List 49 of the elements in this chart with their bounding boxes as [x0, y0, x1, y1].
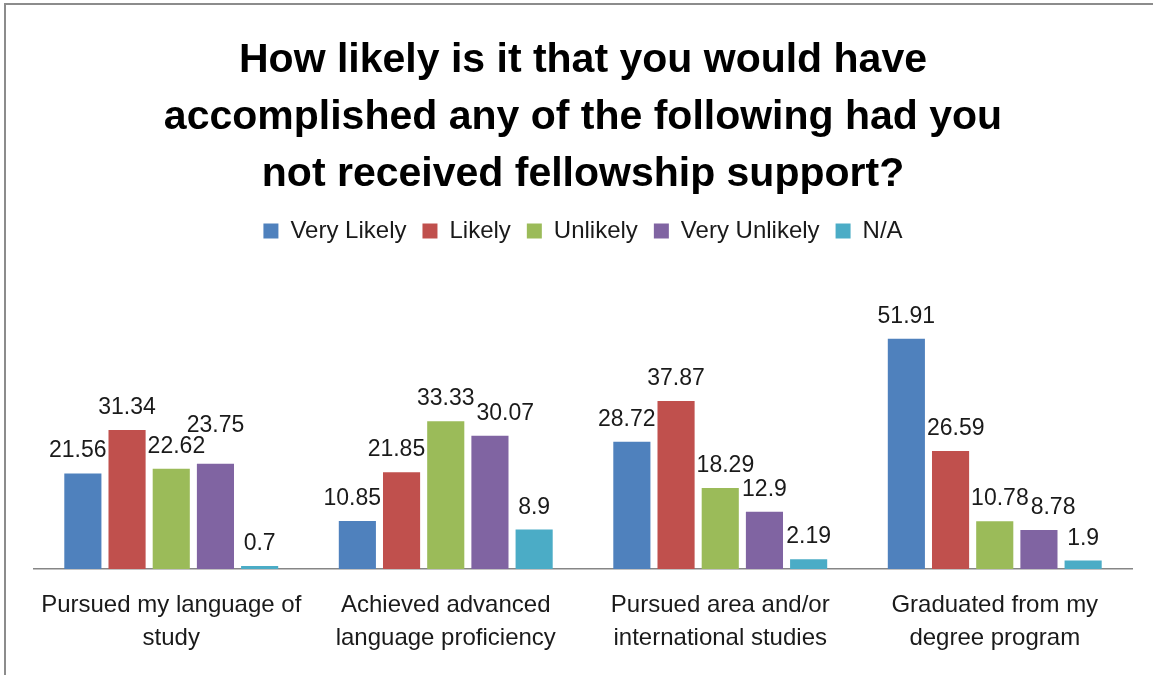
bar — [976, 521, 1014, 569]
bar — [338, 520, 376, 569]
bar — [657, 401, 695, 569]
data-label: 28.72 — [597, 404, 656, 431]
data-label: 31.34 — [98, 393, 157, 420]
data-label: 26.59 — [926, 414, 985, 441]
bar — [64, 473, 102, 569]
data-label: 18.29 — [696, 450, 755, 477]
data-label: 1.9 — [1067, 523, 1100, 550]
bar — [515, 529, 553, 569]
bar — [427, 421, 465, 569]
data-label: 8.9 — [518, 492, 551, 519]
bar — [790, 559, 828, 569]
data-label: 8.78 — [1030, 493, 1076, 520]
legend-label: Unlikely — [553, 215, 638, 243]
data-label: 21.56 — [48, 436, 107, 463]
data-label: 10.85 — [323, 483, 381, 510]
data-label: 37.87 — [647, 364, 705, 391]
bar — [382, 472, 421, 569]
data-label: 51.91 — [877, 301, 936, 328]
bar — [931, 451, 970, 569]
bar — [1020, 530, 1058, 569]
data-label: 22.62 — [147, 431, 206, 458]
legend-label: Likely — [449, 215, 511, 243]
bar — [701, 487, 739, 569]
legend-label: Very Unlikely — [680, 215, 820, 243]
data-label: 12.9 — [742, 474, 787, 501]
bar — [196, 463, 235, 569]
data-label: 21.85 — [367, 435, 426, 462]
bar — [1064, 560, 1102, 569]
x-tick-label: Pursued area and/or international studies — [610, 590, 830, 651]
data-label: 0.7 — [243, 528, 276, 555]
bar — [152, 468, 190, 569]
data-label: 33.33 — [416, 384, 475, 411]
data-label: 10.78 — [971, 484, 1029, 511]
bar — [471, 435, 509, 569]
bar — [241, 565, 279, 569]
x-tick-label: Graduated from my degree program — [891, 590, 1099, 651]
data-label: 30.07 — [476, 398, 535, 425]
legend-label: Very Likely — [290, 215, 407, 243]
legend-label: N/A — [862, 215, 903, 243]
x-tick-label: Achieved advanced language proficiency — [335, 590, 556, 651]
bar — [108, 430, 146, 569]
chart-title: How likely is it that you would have accomplished any of the following had you not received fellowship support? — [163, 34, 1003, 195]
bar — [745, 511, 784, 569]
bar — [887, 338, 925, 569]
data-label: 2.19 — [786, 522, 832, 549]
bar — [613, 441, 651, 569]
x-tick-label: Pursued my language of study — [41, 590, 302, 651]
